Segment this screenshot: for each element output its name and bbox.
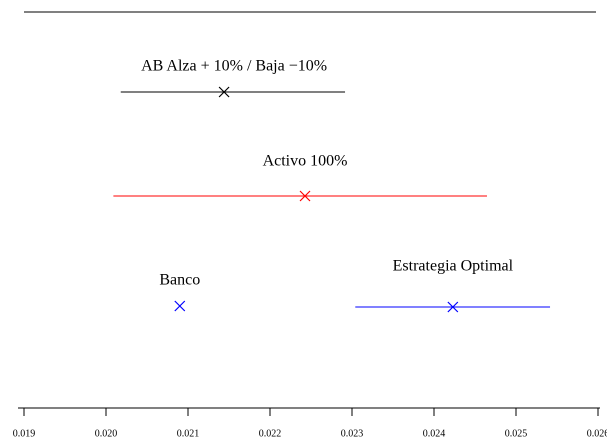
x-tick-label: 0.020 xyxy=(95,428,118,439)
point-marker xyxy=(447,301,459,313)
series-label: AB Alza + 10% / Baja −10% xyxy=(141,58,327,75)
point-marker xyxy=(299,190,311,202)
series-label: Estrategia Optimal xyxy=(393,258,514,275)
x-tick-label: 0.019 xyxy=(13,428,36,439)
x-tick-label: 0.023 xyxy=(341,428,364,439)
series-label: Banco xyxy=(159,272,200,289)
x-tick-label: 0.024 xyxy=(423,428,446,439)
x-tick-label: 0.022 xyxy=(259,428,282,439)
point-marker xyxy=(174,300,186,312)
x-tick-label: 0.021 xyxy=(177,428,200,439)
point-marker xyxy=(218,86,230,98)
x-tick-label: 0.025 xyxy=(505,428,528,439)
series-label: Activo 100% xyxy=(263,153,348,170)
x-tick-label: 0.026 xyxy=(587,428,607,439)
